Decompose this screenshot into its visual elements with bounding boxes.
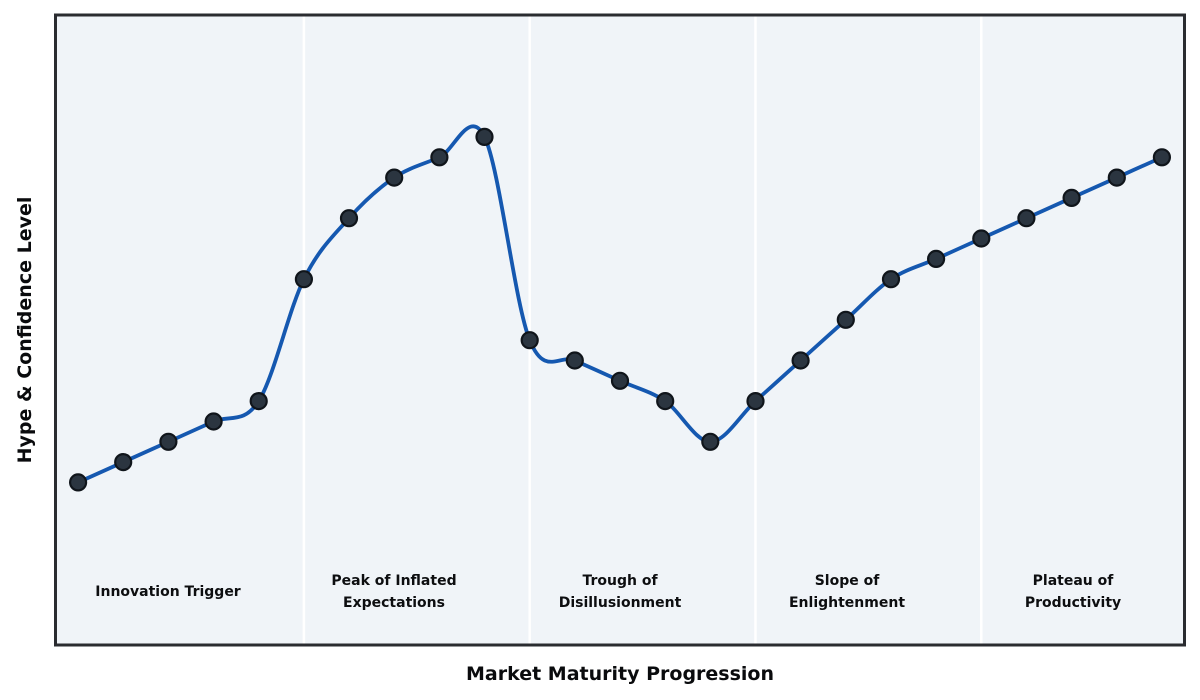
data-point-marker <box>701 432 720 451</box>
data-point-marker <box>1107 168 1126 187</box>
data-point-marker <box>972 229 991 248</box>
data-point-marker <box>430 148 449 167</box>
hype-curve <box>76 124 1164 485</box>
phase-label-trough-of-disillusionment: Trough of Disillusionment <box>558 573 682 611</box>
data-point-marker <box>68 473 88 492</box>
phase-label-slope-of-enlightenment: Slope of Enlightenment <box>788 573 906 611</box>
data-point-marker <box>565 351 584 370</box>
data-point-marker <box>1152 148 1172 167</box>
y-axis-label: Hype & Confidence Level <box>14 196 36 464</box>
phase-label-peak-of-inflated-expectations: Peak of Inflated Expectations <box>331 573 457 611</box>
data-point-marker <box>656 392 675 411</box>
data-point-marker <box>610 371 630 390</box>
data-point-marker <box>204 412 223 431</box>
data-point-marker <box>746 392 765 411</box>
x-axis-label: Market Maturity Progression <box>465 663 775 685</box>
data-point-marker <box>249 392 268 411</box>
data-point-marker <box>520 331 539 350</box>
data-point-marker <box>159 432 178 451</box>
data-point-marker <box>926 249 946 268</box>
data-point-marker <box>791 351 810 370</box>
data-point-marker <box>475 127 494 146</box>
data-point-marker <box>114 453 133 472</box>
phase-label-plateau-of-productivity: Plateau of Productivity <box>1024 573 1122 611</box>
plot-area <box>54 13 1186 647</box>
data-point-marker <box>294 270 313 289</box>
data-point-marker <box>1062 188 1081 207</box>
phase-label-innovation-trigger: Innovation Trigger <box>95 584 241 600</box>
data-point-marker <box>385 168 404 187</box>
data-point-marker <box>881 270 901 289</box>
data-point-marker <box>339 209 359 228</box>
data-point-marker <box>1017 209 1036 228</box>
data-point-marker <box>836 310 855 329</box>
